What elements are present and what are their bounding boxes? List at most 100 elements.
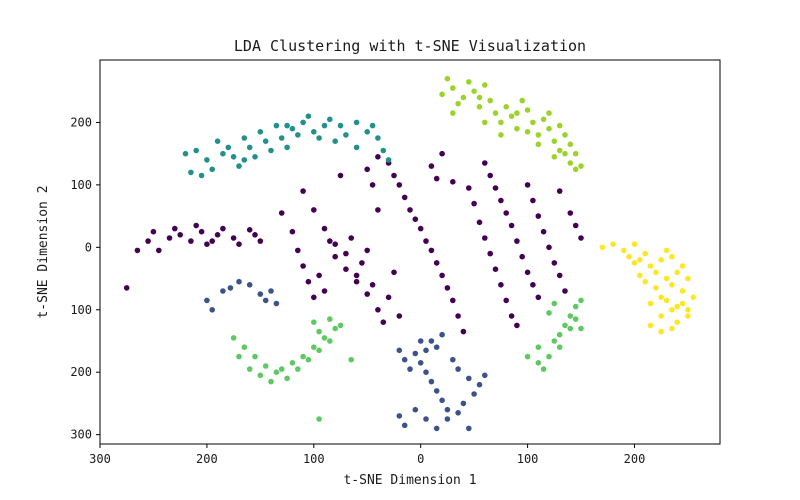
data-point bbox=[647, 300, 654, 307]
data-point bbox=[508, 113, 515, 119]
data-point bbox=[444, 285, 451, 291]
y-tick-label: 100 bbox=[70, 303, 92, 317]
data-point bbox=[653, 285, 659, 291]
x-axis: 300 200 100 0 100 200 bbox=[89, 444, 645, 466]
data-point bbox=[417, 360, 424, 366]
data-point bbox=[466, 185, 472, 191]
data-point bbox=[658, 313, 664, 319]
data-point bbox=[562, 322, 568, 329]
data-point bbox=[359, 260, 365, 266]
data-point bbox=[433, 260, 440, 266]
data-point bbox=[556, 188, 563, 194]
data-point bbox=[204, 157, 210, 163]
data-point bbox=[567, 141, 574, 148]
data-point bbox=[519, 253, 525, 260]
data-point bbox=[562, 288, 568, 294]
data-point bbox=[204, 241, 210, 247]
data-point bbox=[487, 172, 494, 179]
data-point bbox=[562, 150, 568, 157]
data-point bbox=[685, 275, 691, 282]
x-tick-label: 300 bbox=[89, 452, 111, 466]
data-point bbox=[337, 322, 344, 329]
data-point bbox=[380, 147, 387, 154]
data-point bbox=[556, 147, 563, 154]
data-point bbox=[396, 182, 403, 188]
data-point bbox=[428, 338, 435, 344]
data-point bbox=[273, 300, 280, 307]
data-point bbox=[252, 353, 258, 360]
data-point bbox=[225, 144, 232, 151]
data-point bbox=[476, 104, 483, 110]
data-point bbox=[433, 344, 440, 351]
data-point bbox=[540, 116, 547, 123]
data-point bbox=[610, 241, 616, 247]
data-point bbox=[444, 406, 451, 413]
data-point bbox=[182, 150, 189, 157]
data-point bbox=[327, 238, 333, 244]
data-point bbox=[316, 347, 322, 354]
data-point bbox=[556, 344, 563, 351]
data-point bbox=[364, 129, 371, 135]
data-point bbox=[556, 272, 563, 279]
data-point bbox=[327, 116, 333, 123]
data-point bbox=[278, 366, 285, 372]
data-point bbox=[572, 316, 579, 322]
data-point bbox=[647, 322, 654, 329]
x-tick-label: 100 bbox=[303, 452, 325, 466]
data-point bbox=[252, 154, 258, 160]
data-point bbox=[535, 360, 542, 366]
data-point bbox=[439, 331, 445, 338]
data-point bbox=[535, 344, 542, 351]
data-point bbox=[455, 100, 461, 107]
data-point bbox=[252, 232, 258, 238]
data-point bbox=[487, 250, 494, 257]
data-point bbox=[546, 310, 552, 316]
data-point bbox=[295, 132, 301, 138]
data-point bbox=[690, 294, 697, 301]
data-point bbox=[642, 250, 648, 257]
data-point bbox=[455, 313, 461, 319]
data-point bbox=[300, 188, 306, 194]
data-point bbox=[123, 285, 130, 291]
plot-area bbox=[99, 59, 721, 445]
data-point bbox=[423, 347, 429, 354]
data-point bbox=[524, 353, 531, 360]
data-point bbox=[482, 235, 488, 241]
data-point bbox=[578, 325, 584, 332]
data-point bbox=[562, 132, 568, 138]
data-point bbox=[268, 147, 274, 154]
data-point bbox=[423, 369, 429, 376]
data-point bbox=[578, 297, 584, 304]
data-point bbox=[450, 85, 456, 91]
data-point bbox=[321, 225, 328, 232]
data-point bbox=[198, 172, 205, 179]
data-point bbox=[230, 335, 237, 341]
data-point bbox=[572, 222, 579, 229]
data-point bbox=[268, 378, 274, 385]
x-tick-label: 200 bbox=[196, 452, 218, 466]
y-tick-label: 200 bbox=[70, 365, 92, 379]
data-point bbox=[492, 266, 499, 273]
data-point bbox=[546, 353, 552, 360]
data-point bbox=[599, 244, 606, 251]
data-point bbox=[375, 154, 381, 160]
x-axis-label: t-SNE Dimension 1 bbox=[343, 473, 476, 488]
data-point bbox=[230, 235, 237, 241]
data-point bbox=[658, 294, 664, 301]
data-point bbox=[316, 272, 322, 279]
data-point bbox=[631, 241, 638, 247]
data-point bbox=[273, 369, 280, 376]
data-point bbox=[209, 238, 215, 244]
data-point bbox=[663, 297, 670, 304]
data-point bbox=[300, 119, 306, 126]
data-point bbox=[546, 125, 552, 132]
data-point bbox=[150, 228, 157, 235]
chart-title: LDA Clustering with t-SNE Visualization bbox=[234, 37, 586, 55]
data-point bbox=[380, 319, 387, 326]
data-point bbox=[642, 278, 648, 285]
data-point bbox=[396, 347, 403, 354]
data-point bbox=[396, 413, 403, 419]
data-point bbox=[262, 138, 269, 144]
data-point bbox=[241, 157, 248, 163]
data-point bbox=[412, 406, 419, 413]
